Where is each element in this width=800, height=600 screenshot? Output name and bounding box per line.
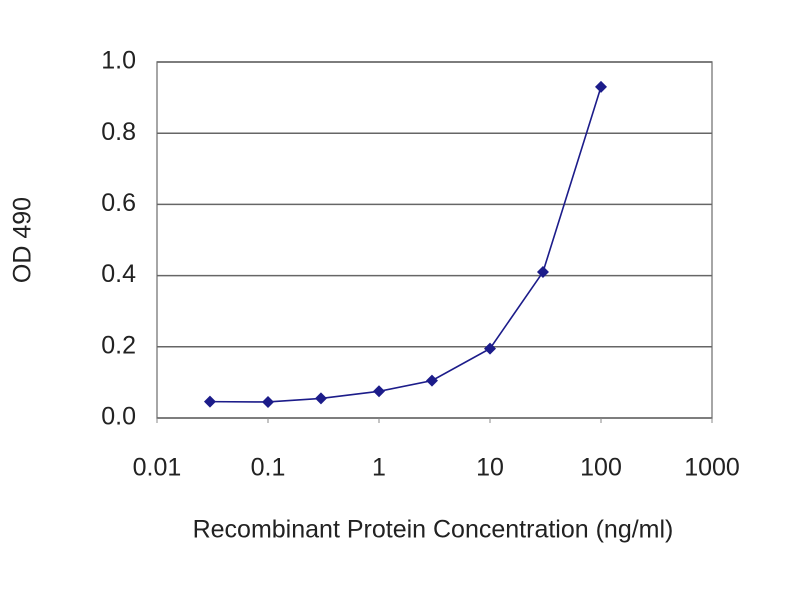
y-tick-label: 0.6	[101, 189, 136, 217]
x-tick-label: 1000	[684, 454, 740, 482]
x-tick-label: 0.01	[133, 454, 182, 482]
data-point	[595, 80, 607, 93]
data-point	[484, 342, 496, 355]
y-tick-label: 1.0	[101, 47, 136, 75]
data-point	[425, 374, 438, 387]
x-tick-label: 0.1	[251, 454, 286, 482]
x-tick-label: 100	[580, 454, 622, 482]
x-tick-label: 10	[476, 454, 504, 482]
data-point	[373, 385, 385, 398]
data-point	[314, 392, 327, 405]
y-tick-label: 0.2	[101, 331, 136, 359]
y-tick-label: 0.8	[101, 118, 136, 146]
data-point	[262, 395, 274, 408]
y-axis-label: OD 490	[9, 197, 37, 283]
data-point	[536, 266, 549, 279]
data-point	[203, 395, 216, 408]
plot-area	[156, 61, 713, 419]
x-axis-label: Recombinant Protein Concentration (ng/ml…	[193, 516, 674, 544]
y-tick-label: 0.0	[101, 403, 136, 431]
x-tick-label: 1	[372, 454, 386, 482]
y-tick-label: 0.4	[101, 260, 136, 288]
data-line	[209, 86, 602, 403]
